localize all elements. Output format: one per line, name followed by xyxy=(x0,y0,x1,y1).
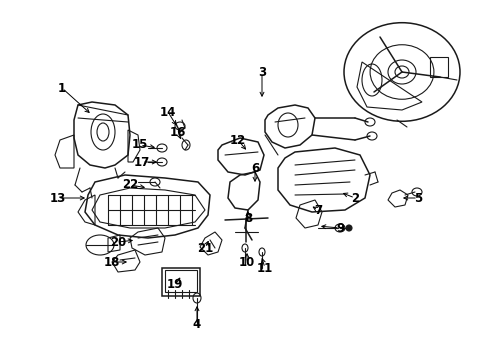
Text: 20: 20 xyxy=(110,235,126,248)
Text: 6: 6 xyxy=(251,162,259,175)
Text: 7: 7 xyxy=(314,203,322,216)
Text: 8: 8 xyxy=(244,211,252,225)
Text: 3: 3 xyxy=(258,66,266,78)
Bar xyxy=(162,268,200,296)
Text: 17: 17 xyxy=(134,156,150,168)
Ellipse shape xyxy=(346,225,352,231)
Text: 14: 14 xyxy=(160,105,176,118)
Text: 19: 19 xyxy=(167,279,183,292)
Text: 10: 10 xyxy=(239,256,255,270)
Text: 1: 1 xyxy=(58,81,66,94)
Text: 12: 12 xyxy=(230,134,246,147)
Text: 16: 16 xyxy=(170,126,186,139)
Text: 4: 4 xyxy=(193,319,201,332)
Bar xyxy=(430,57,448,77)
Text: 15: 15 xyxy=(132,139,148,152)
Bar xyxy=(165,270,197,292)
Text: 9: 9 xyxy=(336,221,344,234)
Text: 22: 22 xyxy=(122,179,138,192)
Text: 18: 18 xyxy=(104,256,120,269)
Text: 13: 13 xyxy=(50,192,66,204)
Text: 21: 21 xyxy=(197,242,213,255)
Text: 5: 5 xyxy=(414,192,422,204)
Text: 11: 11 xyxy=(257,261,273,274)
Text: 2: 2 xyxy=(351,192,359,204)
